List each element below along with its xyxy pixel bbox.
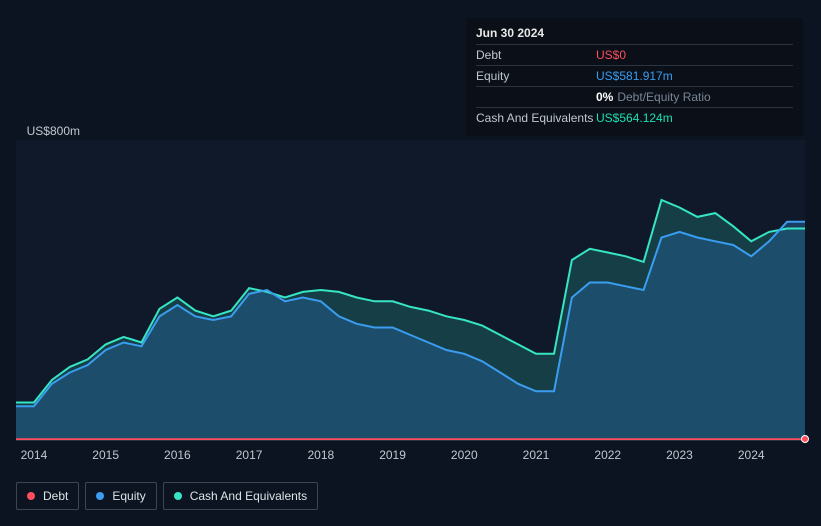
- legend-dot-icon: [174, 492, 182, 500]
- tooltip-row-label: Cash And Equivalents: [476, 111, 596, 125]
- x-axis-label: 2015: [92, 448, 119, 462]
- legend-label: Cash And Equivalents: [190, 489, 307, 503]
- gridline-bottom: [16, 440, 805, 441]
- tooltip-row-value: US$581.917m: [596, 69, 793, 83]
- tooltip-row-label: Debt: [476, 48, 596, 62]
- chart-plot-area[interactable]: [16, 140, 805, 440]
- legend-dot-icon: [96, 492, 104, 500]
- tooltip-row-value: US$0: [596, 48, 793, 62]
- legend-dot-icon: [27, 492, 35, 500]
- chart-tooltip: Jun 30 2024 DebtUS$0EquityUS$581.917m0%D…: [466, 18, 803, 136]
- x-axis-label: 2024: [738, 448, 765, 462]
- legend-label: Equity: [112, 489, 145, 503]
- x-axis: 2014 2015 2016 2017 2018 2019 2020 2021 2022 2023…: [16, 448, 805, 466]
- tooltip-row: DebtUS$0: [476, 44, 793, 65]
- tooltip-row-label: Equity: [476, 69, 596, 83]
- x-axis-label: 2022: [594, 448, 621, 462]
- legend: Debt Equity Cash And Equivalents: [16, 482, 318, 510]
- x-axis-label: 2018: [307, 448, 334, 462]
- x-axis-label: 2016: [164, 448, 191, 462]
- chart-svg: [16, 140, 805, 440]
- x-axis-label: 2017: [236, 448, 263, 462]
- y-axis-max-label: US$800m: [27, 124, 80, 138]
- tooltip-row: EquityUS$581.917m: [476, 65, 793, 86]
- tooltip-row: Cash And EquivalentsUS$564.124m: [476, 107, 793, 128]
- legend-item[interactable]: Equity: [85, 482, 156, 510]
- tooltip-date: Jun 30 2024: [476, 26, 793, 40]
- tooltip-row-value: US$564.124m: [596, 111, 793, 125]
- x-axis-label: 2023: [666, 448, 693, 462]
- x-axis-label: 2019: [379, 448, 406, 462]
- legend-item[interactable]: Debt: [16, 482, 79, 510]
- tooltip-row: 0%Debt/Equity Ratio: [476, 86, 793, 107]
- tooltip-row-value: 0%Debt/Equity Ratio: [596, 90, 793, 104]
- tooltip-row-label: [476, 90, 596, 104]
- x-axis-label: 2020: [451, 448, 478, 462]
- legend-label: Debt: [43, 489, 68, 503]
- x-axis-label: 2014: [21, 448, 48, 462]
- x-axis-label: 2021: [523, 448, 550, 462]
- debt-end-marker: [801, 435, 809, 443]
- legend-item[interactable]: Cash And Equivalents: [163, 482, 318, 510]
